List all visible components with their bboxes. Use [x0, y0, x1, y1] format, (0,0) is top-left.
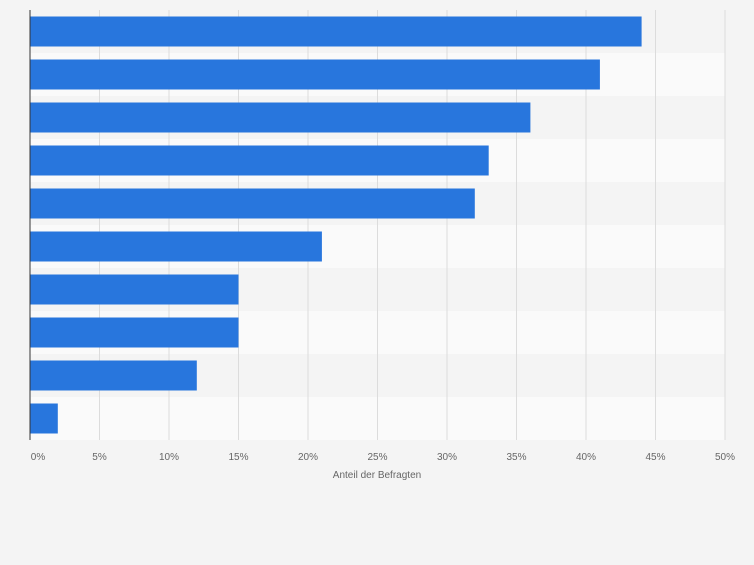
x-tick-labels: 0% 5% 10% 15% 20% 25% 30% 35% 40% 45% 50% — [31, 452, 735, 463]
x-tick-label: 15% — [228, 452, 248, 463]
x-tick-label: 25% — [367, 452, 387, 463]
bar — [30, 102, 531, 133]
bar — [30, 145, 489, 176]
bar — [30, 188, 475, 219]
x-tick-label: 10% — [159, 452, 179, 463]
bar — [30, 16, 642, 47]
x-tick-label: 20% — [298, 452, 318, 463]
bar — [30, 274, 239, 305]
x-tick-label: 30% — [437, 452, 457, 463]
x-tick-label: 5% — [92, 452, 107, 463]
bar — [30, 403, 58, 434]
x-axis-label: Anteil der Befragten — [333, 470, 421, 481]
bar — [30, 360, 197, 391]
bar — [30, 317, 239, 348]
bars — [30, 16, 642, 434]
bar — [30, 231, 322, 262]
x-tick-label: 40% — [576, 452, 596, 463]
x-tick-label: 45% — [645, 452, 665, 463]
x-tick-label: 50% — [715, 452, 735, 463]
x-tick-label: 35% — [506, 452, 526, 463]
bar — [30, 59, 600, 90]
x-tick-label: 0% — [31, 452, 46, 463]
